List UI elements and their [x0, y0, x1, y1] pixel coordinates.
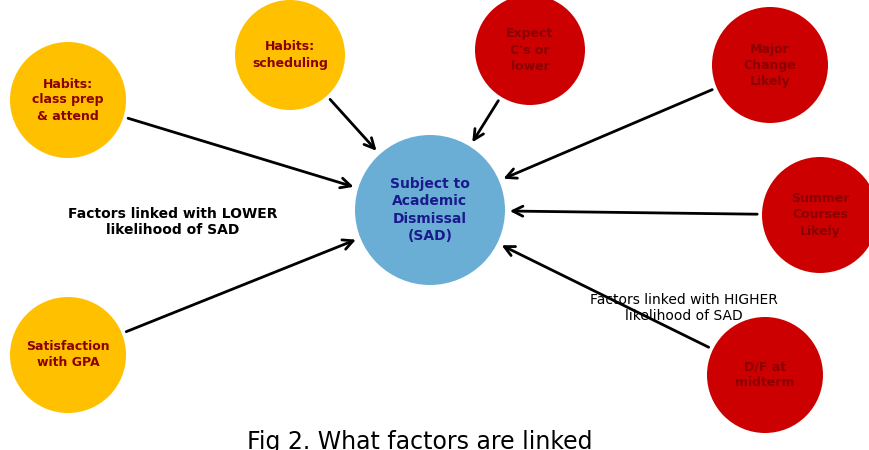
Text: Satisfaction
with GPA: Satisfaction with GPA [26, 341, 109, 369]
Circle shape [711, 7, 827, 123]
Text: Summer
Courses
Likely: Summer Courses Likely [790, 193, 848, 238]
Circle shape [10, 42, 126, 158]
Text: Factors linked with LOWER
likelihood of SAD: Factors linked with LOWER likelihood of … [68, 207, 277, 237]
Text: Habits:
class prep
& attend: Habits: class prep & attend [32, 77, 103, 122]
Circle shape [355, 135, 504, 285]
Text: Major
Change
Likely: Major Change Likely [743, 42, 795, 87]
Circle shape [706, 317, 822, 433]
Text: Expect
C's or
lower: Expect C's or lower [506, 27, 553, 72]
Circle shape [761, 157, 869, 273]
Text: Fig 2. What factors are linked
with first semester Subject to
Academic Dismissal: Fig 2. What factors are linked with firs… [245, 430, 594, 450]
Text: D/F at
midterm: D/F at midterm [734, 360, 794, 390]
Text: Habits:
scheduling: Habits: scheduling [252, 40, 328, 69]
Circle shape [474, 0, 584, 105]
Text: Subject to
Academic
Dismissal
(SAD): Subject to Academic Dismissal (SAD) [389, 177, 469, 243]
Circle shape [10, 297, 126, 413]
Circle shape [235, 0, 345, 110]
Text: Factors linked with HIGHER
likelihood of SAD: Factors linked with HIGHER likelihood of… [589, 293, 777, 323]
